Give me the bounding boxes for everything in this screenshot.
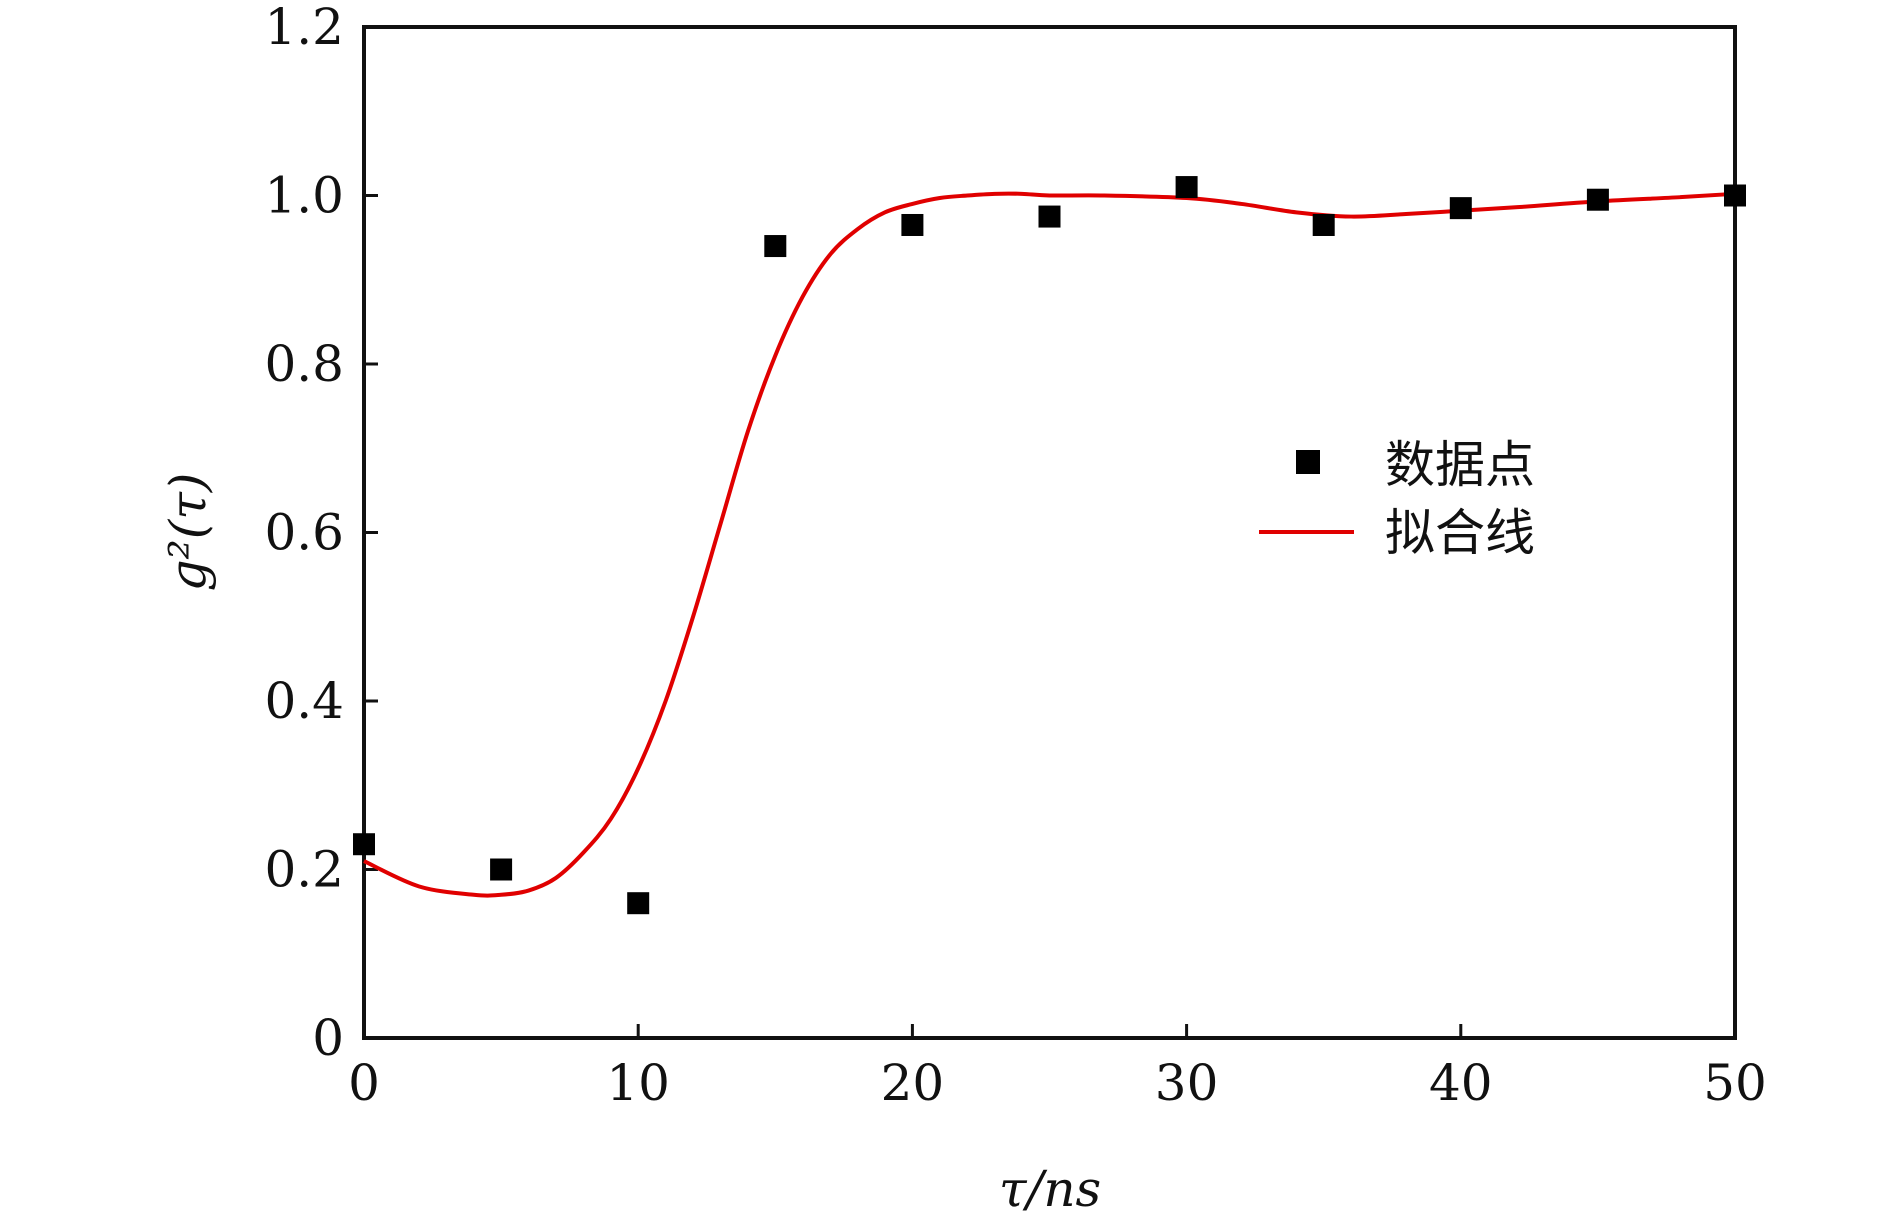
legend-label-data-points: 数据点	[1385, 436, 1535, 494]
axis-tick-labels: 0 10 20 30 40 50 0 0.2 0.4 0.6 0.8 1.0 1.2	[264, 0, 1766, 1112]
x-axis-title: τ/ns	[999, 1160, 1101, 1218]
x-tick-label: 50	[1703, 1054, 1767, 1112]
data-points-layer	[353, 176, 1746, 915]
fit-line	[363, 191, 1736, 898]
data-point	[1449, 197, 1472, 220]
y-tick-label: 0.2	[264, 841, 344, 899]
data-point	[353, 833, 375, 856]
y-tick-label: 0.6	[264, 504, 344, 562]
data-point	[1312, 213, 1335, 236]
legend-marker-square	[1296, 450, 1320, 474]
data-point	[764, 235, 787, 258]
y-tick-label: 0.8	[264, 335, 344, 393]
y-tick-label: 1.0	[264, 167, 344, 225]
legend-label-fit-line: 拟合线	[1385, 504, 1535, 562]
y-tick-label: 1.2	[264, 0, 344, 56]
x-tick-label: 30	[1155, 1054, 1219, 1112]
data-point	[1724, 184, 1746, 207]
axis-ticks	[362, 25, 1737, 1040]
fit-line-layer	[363, 191, 1736, 898]
data-point	[1175, 176, 1198, 199]
y-axis-title: g²(τ)	[159, 473, 217, 592]
y-tick-label: 0	[312, 1009, 344, 1067]
data-point	[1038, 205, 1061, 228]
data-point	[627, 892, 650, 915]
y-tick-label: 0.4	[264, 672, 344, 730]
x-tick-label: 0	[348, 1054, 380, 1112]
data-point	[901, 213, 924, 236]
data-point	[1586, 188, 1609, 211]
x-tick-label: 40	[1429, 1054, 1493, 1112]
x-tick-label: 10	[606, 1054, 670, 1112]
legend: 数据点 拟合线	[1259, 436, 1535, 562]
x-tick-label: 20	[881, 1054, 945, 1112]
data-point	[490, 858, 513, 881]
